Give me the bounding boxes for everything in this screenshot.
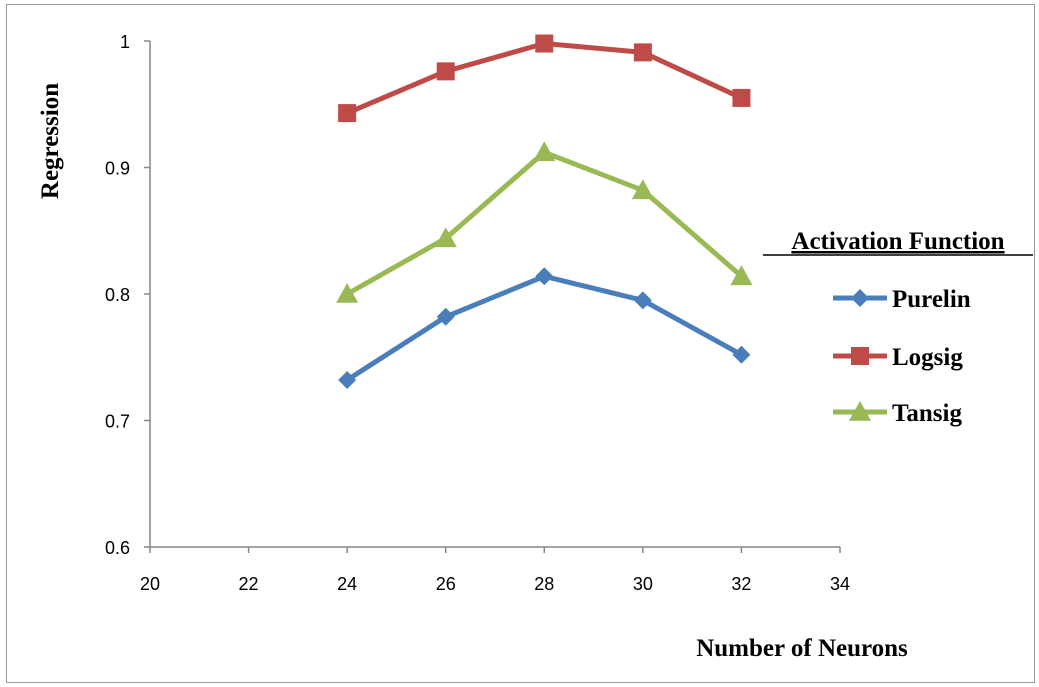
- series-purelin: [338, 267, 751, 390]
- y-tick-label: 0.9: [105, 159, 130, 179]
- data-point-purelin: [535, 267, 554, 286]
- legend-items: Purelin Logsig Tansig: [833, 286, 971, 427]
- x-tick-label: 30: [633, 574, 653, 594]
- legend-marker-logsig: [851, 347, 869, 365]
- legend-label-purelin: Purelin: [892, 286, 971, 313]
- series-tansig: [336, 141, 753, 303]
- data-point-purelin: [633, 291, 652, 310]
- x-tick-label: 20: [140, 574, 160, 594]
- legend-item-logsig: Logsig: [833, 344, 963, 371]
- data-point-tansig: [730, 265, 753, 286]
- data-point-logsig: [732, 88, 751, 107]
- legend-label-tansig: Tansig: [892, 400, 962, 427]
- data-point-logsig: [436, 62, 455, 81]
- x-tick-label: 28: [534, 574, 554, 594]
- x-tick-label: 32: [731, 574, 751, 594]
- chart-frame: [6, 4, 1035, 683]
- data-point-tansig: [533, 141, 556, 162]
- legend: Activation Function Purelin Logsig Tansig: [763, 228, 1033, 427]
- data-point-purelin: [338, 371, 357, 390]
- data-point-logsig: [633, 43, 652, 62]
- data-point-logsig: [535, 34, 554, 53]
- x-tick-label: 26: [436, 574, 456, 594]
- legend-label-logsig: Logsig: [892, 344, 963, 371]
- data-point-tansig: [631, 179, 654, 200]
- x-tick-label: 24: [337, 574, 357, 594]
- data-point-logsig: [338, 104, 357, 123]
- y-axis-ticks: 0.6 0.7 0.8 0.9 1: [105, 32, 150, 558]
- series-line-logsig: [346, 41, 743, 116]
- y-tick-label: 0.8: [105, 285, 130, 305]
- x-tick-label: 22: [239, 574, 259, 594]
- series-logsig: [338, 34, 751, 123]
- y-tick-label: 0.6: [105, 538, 130, 558]
- x-axis-title: Number of Neurons: [696, 635, 908, 662]
- y-tick-label: 1: [120, 32, 130, 52]
- legend-marker-purelin: [851, 289, 869, 307]
- data-point-purelin: [436, 307, 455, 326]
- legend-title: Activation Function: [791, 228, 1004, 255]
- legend-marker-tansig: [849, 401, 871, 421]
- legend-item-tansig: Tansig: [833, 400, 962, 427]
- data-point-purelin: [732, 345, 751, 364]
- y-tick-label: 0.7: [105, 412, 130, 432]
- data-point-tansig: [434, 227, 457, 248]
- data-point-tansig: [336, 283, 359, 303]
- series-layer: [336, 34, 753, 390]
- x-tick-label: 34: [830, 574, 850, 594]
- legend-item-purelin: Purelin: [833, 286, 971, 313]
- y-axis-title: Regression: [37, 83, 64, 199]
- x-axis-ticks: 20 22 24 26 28 30 32 34: [140, 547, 850, 594]
- series-line-purelin: [345, 273, 743, 383]
